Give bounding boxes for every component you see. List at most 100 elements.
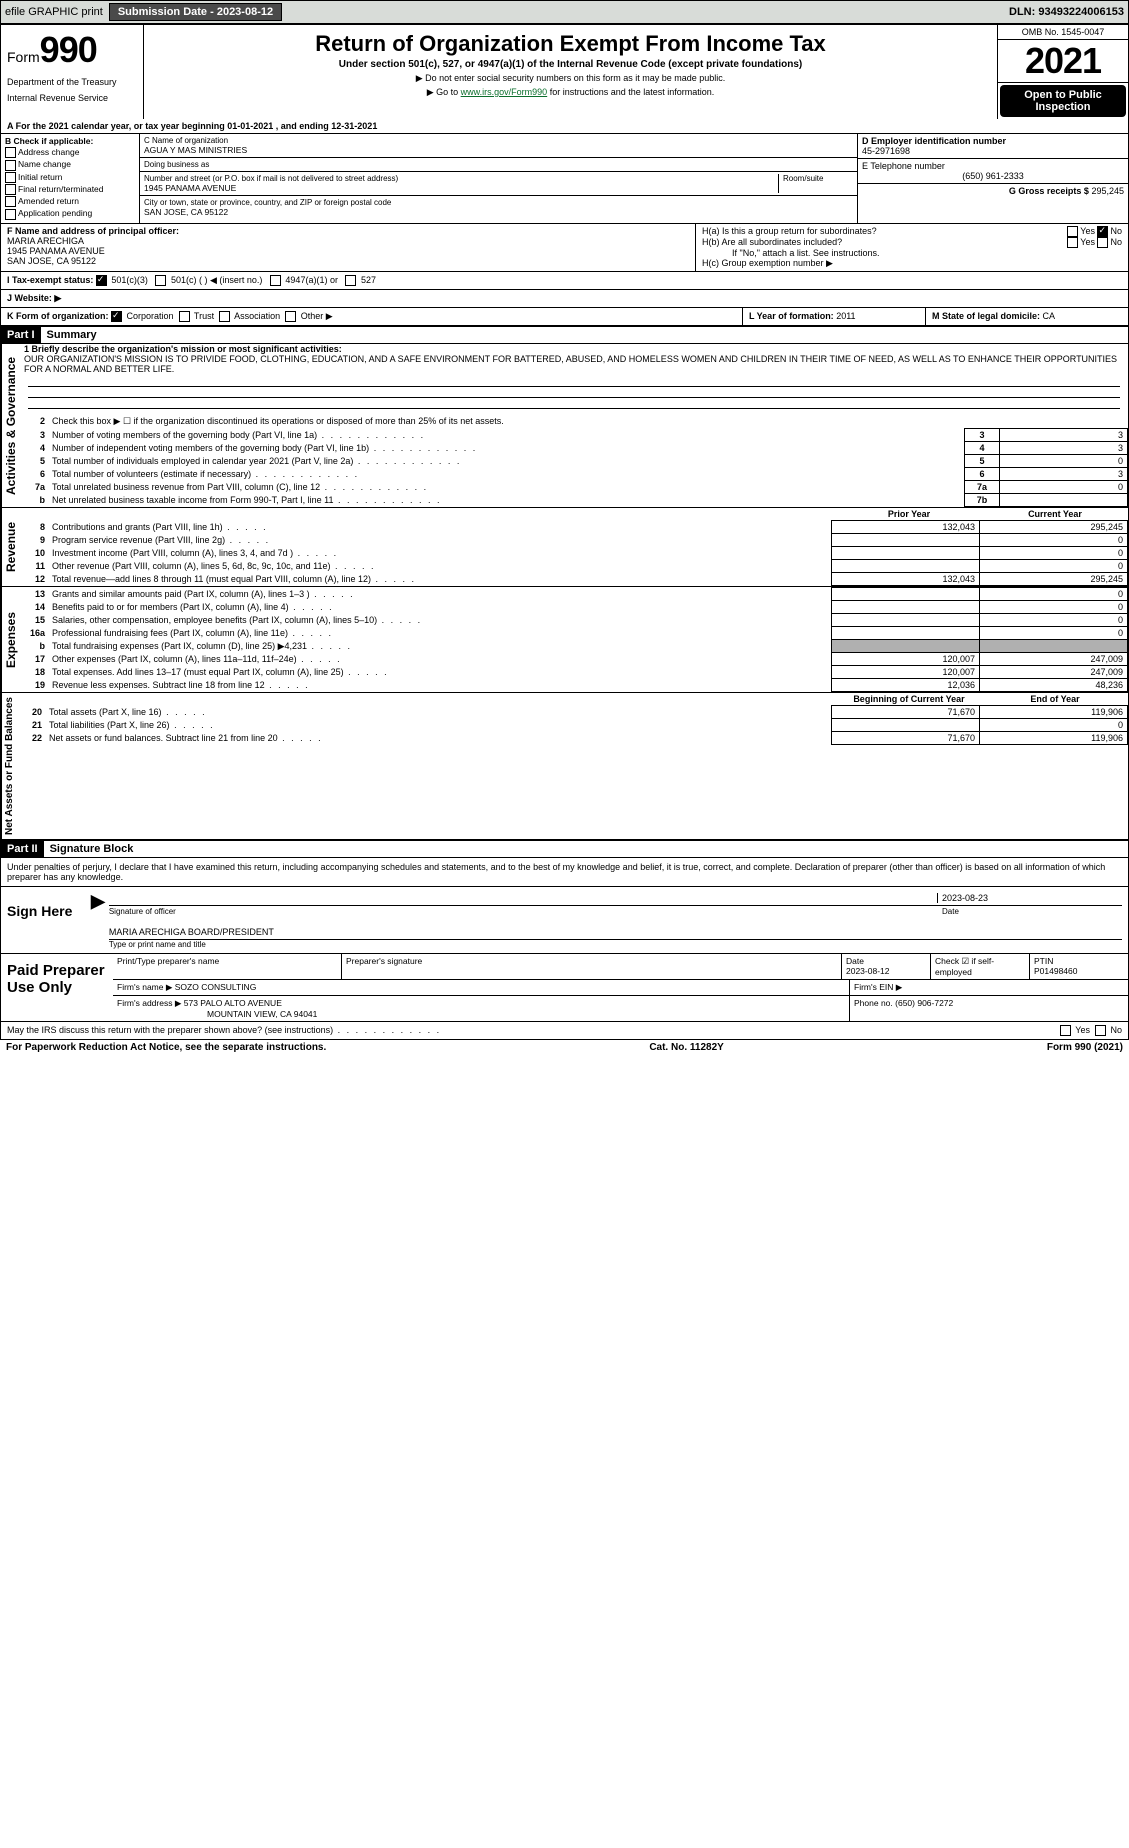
net-table: 20Total assets (Part X, line 16)71,67011… — [17, 705, 1128, 745]
table-row: 10Investment income (Part VIII, column (… — [20, 547, 1128, 560]
ein: 45-2971698 — [862, 146, 1124, 156]
ha-yes[interactable] — [1067, 226, 1078, 237]
sign-here-block: Sign Here ▶ 2023-08-23 Signature of offi… — [0, 887, 1129, 954]
org-name: AGUA Y MAS MINISTRIES — [144, 145, 853, 155]
form-ref: Form 990 (2021) — [1047, 1042, 1123, 1053]
activities-governance-section: Activities & Governance 1 Briefly descri… — [0, 344, 1129, 508]
open-to-public: Open to Public Inspection — [1000, 85, 1126, 117]
top-bar: efile GRAPHIC print Submission Date - 20… — [0, 0, 1129, 24]
vlabel-revenue: Revenue — [1, 508, 20, 586]
form-title-box: Return of Organization Exempt From Incom… — [144, 25, 997, 119]
hb-no[interactable] — [1097, 237, 1108, 248]
ptin: P01498460 — [1034, 966, 1078, 976]
table-row: 5Total number of individuals employed in… — [20, 455, 1128, 468]
table-row: 6Total number of volunteers (estimate if… — [20, 468, 1128, 481]
revenue-table: 8Contributions and grants (Part VIII, li… — [20, 520, 1128, 586]
firm-name: SOZO CONSULTING — [175, 982, 257, 992]
tax-year: 2021 — [998, 40, 1128, 83]
efile-label: efile GRAPHIC print — [5, 6, 103, 18]
check-name-change[interactable]: Name change — [5, 159, 135, 170]
penalty-declaration: Under penalties of perjury, I declare th… — [0, 858, 1129, 887]
check-trust[interactable] — [179, 311, 190, 322]
table-row: 8Contributions and grants (Part VIII, li… — [20, 521, 1128, 534]
table-row: 14Benefits paid to or for members (Part … — [20, 601, 1128, 614]
table-row: 20Total assets (Part X, line 16)71,67011… — [17, 706, 1128, 719]
vlabel-expenses: Expenses — [1, 587, 20, 692]
table-row: 17Other expenses (Part IX, column (A), l… — [20, 653, 1128, 666]
discuss-no[interactable] — [1095, 1025, 1106, 1036]
section-a: A For the 2021 calendar year, or tax yea… — [0, 119, 1129, 134]
expenses-section: Expenses 13Grants and similar amounts pa… — [0, 587, 1129, 693]
telephone: (650) 961-2333 — [862, 171, 1124, 181]
check-501c3[interactable] — [96, 275, 107, 286]
governance-table: 3Number of voting members of the governi… — [20, 428, 1128, 507]
instructions-link-row: ▶ Go to www.irs.gov/Form990 for instruct… — [152, 87, 989, 98]
hb-yes[interactable] — [1067, 237, 1078, 248]
omb-number: OMB No. 1545-0047 — [998, 25, 1128, 40]
mission-text: OUR ORGANIZATION'S MISSION IS TO PRIVIDE… — [24, 354, 1117, 374]
table-row: 11Other revenue (Part VIII, column (A), … — [20, 560, 1128, 573]
firm-phone: (650) 906-7272 — [895, 998, 953, 1008]
check-address-change[interactable]: Address change — [5, 147, 135, 158]
table-row: bNet unrelated business taxable income f… — [20, 494, 1128, 507]
table-row: 13Grants and similar amounts paid (Part … — [20, 588, 1128, 601]
check-final-return[interactable]: Final return/terminated — [5, 184, 135, 195]
discuss-row: May the IRS discuss this return with the… — [0, 1022, 1129, 1040]
prep-date: 2023-08-12 — [846, 966, 889, 976]
table-row: 19Revenue less expenses. Subtract line 1… — [20, 679, 1128, 692]
arrow-icon: ▶ — [87, 891, 109, 949]
org-info-block: B Check if applicable: Address change Na… — [0, 134, 1129, 224]
year-box: OMB No. 1545-0047 2021 Open to Public In… — [997, 25, 1128, 119]
ha-no[interactable] — [1097, 226, 1108, 237]
footer: For Paperwork Reduction Act Notice, see … — [0, 1040, 1129, 1055]
subtitle: Under section 501(c), 527, or 4947(a)(1)… — [152, 59, 989, 70]
expenses-table: 13Grants and similar amounts paid (Part … — [20, 587, 1128, 692]
form-number-box: Form990 Department of the Treasury Inter… — [1, 25, 144, 119]
section-b: B Check if applicable: Address change Na… — [1, 134, 140, 223]
check-amended[interactable]: Amended return — [5, 196, 135, 207]
cat-no: Cat. No. 11282Y — [649, 1042, 723, 1053]
check-4947[interactable] — [270, 275, 281, 286]
city: SAN JOSE, CA 95122 — [144, 207, 853, 217]
check-501c[interactable] — [155, 275, 166, 286]
self-employed-check: Check ☑ if self-employed — [931, 954, 1030, 979]
check-corp[interactable] — [111, 311, 122, 322]
table-row: 22Net assets or fund balances. Subtract … — [17, 732, 1128, 745]
table-row: 3Number of voting members of the governi… — [20, 429, 1128, 442]
vlabel-net: Net Assets or Fund Balances — [1, 693, 17, 839]
section-i: I Tax-exempt status: 501(c)(3) 501(c) ( … — [0, 272, 1129, 290]
vlabel-governance: Activities & Governance — [1, 344, 20, 507]
table-row: 12Total revenue—add lines 8 through 11 (… — [20, 573, 1128, 586]
table-row: 4Number of independent voting members of… — [20, 442, 1128, 455]
check-assoc[interactable] — [219, 311, 230, 322]
state-domicile: CA — [1043, 311, 1056, 321]
section-fh: F Name and address of principal officer:… — [0, 224, 1129, 272]
section-klm: K Form of organization: Corporation Trus… — [0, 308, 1129, 326]
revenue-section: Revenue Prior Year Current Year 8Contrib… — [0, 508, 1129, 587]
ssn-note: ▶ Do not enter social security numbers o… — [152, 73, 989, 84]
officer-name: MARIA ARECHIGA — [7, 236, 689, 246]
dept-treasury: Department of the Treasury — [7, 77, 137, 87]
table-row: 15Salaries, other compensation, employee… — [20, 614, 1128, 627]
check-other[interactable] — [285, 311, 296, 322]
table-row: 21Total liabilities (Part X, line 26)0 — [17, 719, 1128, 732]
officer-name-title: MARIA ARECHIGA BOARD/PRESIDENT — [109, 927, 274, 937]
street: 1945 PANAMA AVENUE — [144, 183, 774, 193]
section-j: J Website: ▶ — [0, 290, 1129, 308]
submission-date-button[interactable]: Submission Date - 2023-08-12 — [109, 3, 282, 21]
discuss-yes[interactable] — [1060, 1025, 1071, 1036]
check-app-pending[interactable]: Application pending — [5, 208, 135, 219]
section-deg: D Employer identification number 45-2971… — [857, 134, 1128, 223]
part1-header: Part I Summary — [0, 326, 1129, 344]
section-c: C Name of organization AGUA Y MAS MINIST… — [140, 134, 857, 223]
firm-addr: 573 PALO ALTO AVENUE — [184, 998, 282, 1008]
check-initial-return[interactable]: Initial return — [5, 172, 135, 183]
table-row: 16aProfessional fundraising fees (Part I… — [20, 627, 1128, 640]
table-row: 18Total expenses. Add lines 13–17 (must … — [20, 666, 1128, 679]
table-row: bTotal fundraising expenses (Part IX, co… — [20, 640, 1128, 653]
paid-preparer-block: Paid Preparer Use Only Print/Type prepar… — [0, 954, 1129, 1022]
main-title: Return of Organization Exempt From Incom… — [152, 31, 989, 57]
check-527[interactable] — [345, 275, 356, 286]
instructions-link[interactable]: www.irs.gov/Form990 — [461, 87, 548, 97]
sign-date: 2023-08-23 — [937, 893, 1122, 903]
